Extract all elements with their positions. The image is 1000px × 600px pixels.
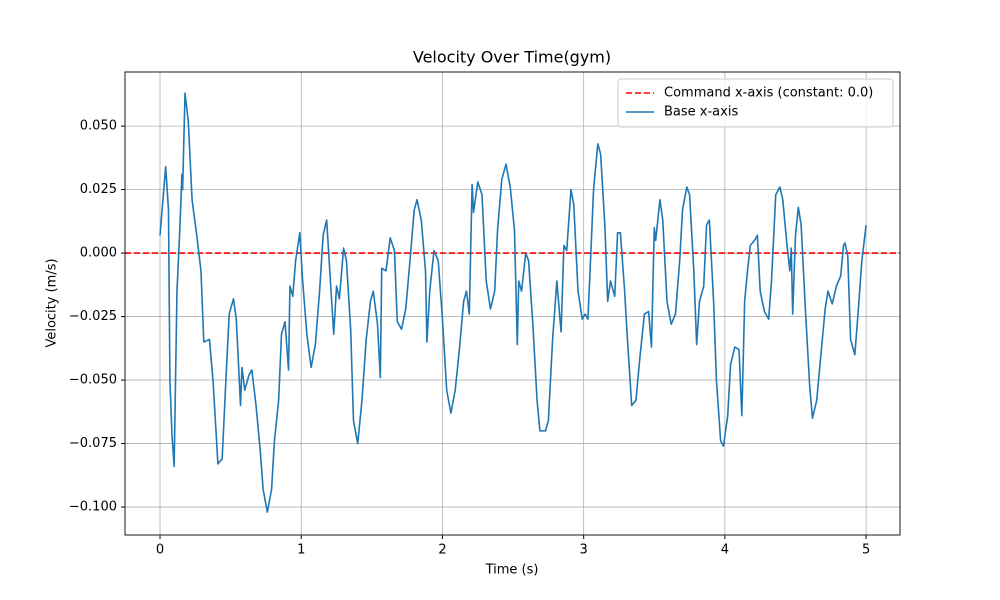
y-tick-label: −0.050: [69, 373, 117, 388]
y-tick-label: 0.000: [80, 246, 117, 261]
y-tick-label: −0.075: [69, 436, 117, 451]
y-tick-label: −0.025: [69, 309, 117, 324]
x-tick-label: 1: [297, 543, 305, 558]
data-line: [159, 92, 867, 513]
y-axis-label: Velocity (m/s): [45, 258, 60, 347]
legend-label: Command x-axis (constant: 0.0): [664, 86, 873, 101]
x-tick-label: 2: [438, 543, 446, 558]
legend-label: Base x-axis: [664, 105, 738, 120]
y-tick-label: 0.025: [80, 182, 117, 197]
x-tick-label: 5: [862, 543, 870, 558]
plot-frame: [124, 71, 901, 536]
legend-box: [617, 78, 894, 128]
y-tick-label: −0.100: [69, 500, 117, 515]
x-tick-label: 0: [156, 543, 164, 558]
y-tick-label: 0.050: [80, 119, 117, 134]
x-tick-label: 4: [721, 543, 729, 558]
x-axis-label: Time (s): [485, 563, 539, 578]
x-tick-label: 3: [580, 543, 588, 558]
chart-title: Velocity Over Time(gym): [413, 48, 611, 67]
